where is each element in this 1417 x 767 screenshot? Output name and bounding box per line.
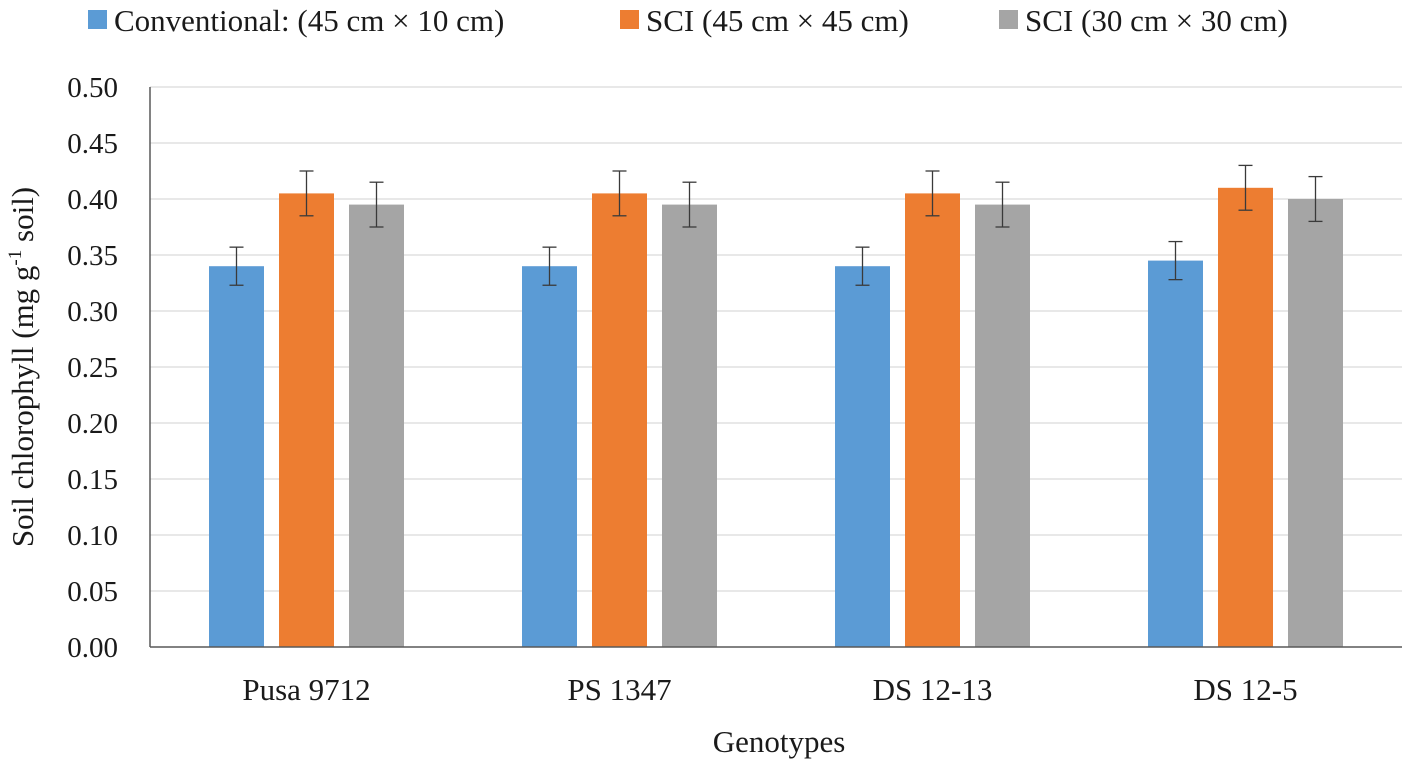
bar	[1288, 199, 1343, 647]
legend-label: SCI (45 cm × 45 cm)	[646, 3, 909, 38]
y-tick-label: 0.20	[67, 408, 118, 440]
legend-label: SCI (30 cm × 30 cm)	[1025, 3, 1288, 38]
bar	[835, 266, 890, 647]
x-axis-label: Genotypes	[713, 724, 846, 759]
bar	[522, 266, 577, 647]
bars	[209, 187, 1343, 648]
y-tick-label: 0.45	[67, 128, 118, 160]
x-tick-label: DS 12-5	[1193, 672, 1297, 707]
y-axis-label-suffix: soil)	[5, 187, 40, 250]
legend-swatch	[999, 10, 1018, 29]
bar	[662, 204, 717, 647]
bar	[209, 266, 264, 647]
gridlines	[150, 86, 1402, 592]
y-axis-label-main: Soil chlorophyll (mg g	[5, 266, 40, 548]
legend-label: Conventional: (45 cm × 10 cm)	[114, 3, 504, 38]
x-tick-label: DS 12-13	[873, 672, 993, 707]
y-tick-label: 0.30	[67, 296, 118, 328]
y-axis-label: Soil chlorophyll (mg g-1 soil)	[5, 187, 40, 547]
x-tick-labels: Pusa 9712 PS 1347 DS 12-13 DS 12-5	[242, 672, 1297, 707]
bar	[975, 204, 1030, 647]
bar	[349, 204, 404, 647]
bar	[1218, 187, 1273, 648]
y-tick-label: 0.15	[67, 464, 118, 496]
x-tick-label: PS 1347	[567, 672, 671, 707]
y-tick-label: 0.25	[67, 352, 118, 384]
bar	[905, 193, 960, 647]
y-tick-label: 0.40	[67, 184, 118, 216]
y-tick-label: 0.35	[67, 240, 118, 272]
error-bars	[229, 164, 1323, 286]
y-tick-labels: 0.00 0.05 0.10 0.15 0.20 0.25 0.30 0.35 0.40 0.45…	[67, 72, 118, 664]
y-tick-label: 0.05	[67, 576, 118, 608]
chart-legend: Conventional: (45 cm × 10 cm) SCI (45 cm …	[88, 3, 1288, 38]
y-tick-label: 0.50	[67, 72, 118, 104]
legend-swatch	[88, 10, 107, 29]
y-tick-label: 0.10	[67, 520, 118, 552]
axes	[149, 87, 1402, 648]
bar	[592, 193, 647, 647]
x-tick-label: Pusa 9712	[242, 672, 370, 707]
bar	[279, 193, 334, 647]
y-axis-label-superscript: -1	[5, 250, 26, 266]
bar	[1148, 260, 1203, 647]
y-tick-label: 0.00	[67, 632, 118, 664]
legend-swatch	[620, 10, 639, 29]
